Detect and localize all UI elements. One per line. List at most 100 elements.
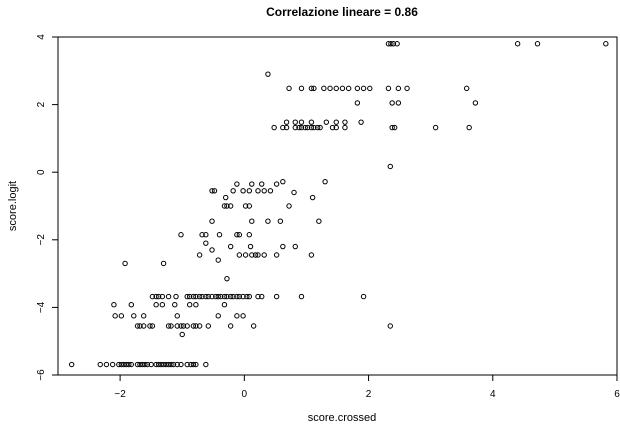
scatter-point [322, 178, 328, 185]
scatter-point [391, 124, 398, 131]
scatter-point [333, 119, 339, 125]
scatter-point [236, 293, 243, 300]
chart-title: Correlazione lineare = 0.86 [266, 5, 418, 19]
scatter-point [160, 260, 167, 267]
plot-frame [57, 36, 618, 376]
scatter-point [273, 181, 280, 187]
y-tick-label: 2 [36, 101, 47, 107]
scatter-point [218, 293, 224, 300]
scatter-point [309, 194, 316, 201]
scatter-point [286, 85, 292, 92]
scatter-point [534, 41, 541, 47]
scatter-point [184, 323, 190, 329]
scatter-point [141, 323, 147, 329]
scatter-point [158, 361, 164, 368]
scatter-point [603, 41, 609, 47]
scatter-point [367, 85, 373, 92]
scatter-point [327, 85, 333, 92]
scatter-point [261, 252, 267, 258]
scatter-point [215, 257, 221, 263]
y-axis-label: score.logit [7, 181, 19, 231]
scatter-point [122, 260, 128, 267]
scatter-point [118, 313, 125, 319]
scatter-point [466, 124, 472, 131]
scatter-point [163, 361, 169, 368]
scatter-point [394, 41, 400, 47]
y-tick-label: 4 [36, 34, 47, 40]
scatter-point [291, 189, 297, 196]
x-tick-label: 4 [490, 389, 496, 400]
scatter-point [193, 293, 199, 300]
scatter-point [213, 293, 219, 300]
scatter-point [360, 293, 367, 300]
scatter-point [395, 100, 402, 106]
scatter-point [308, 85, 315, 92]
scatter-point [234, 181, 240, 187]
scatter-point [224, 275, 230, 282]
scatter-point [321, 85, 327, 92]
x-axis-label: score.crossed [308, 412, 376, 424]
x-tick-label: 0 [242, 389, 248, 400]
scatter-point [389, 100, 395, 106]
x-tick-label: 2 [366, 389, 372, 400]
scatter-point [221, 203, 228, 209]
y-tick-label: 0 [36, 169, 47, 175]
scatter-point [165, 323, 172, 329]
scatter-point [170, 361, 177, 368]
scatter-point [216, 232, 223, 238]
scatter-point [277, 218, 284, 224]
scatter-point [168, 323, 174, 329]
scatter-point [259, 181, 265, 187]
scatter-point [180, 323, 187, 329]
scatter-point [246, 203, 253, 209]
scatter-point [199, 232, 205, 238]
scatter-point [134, 361, 141, 368]
scatter-point [153, 361, 159, 368]
scatter-point [227, 243, 234, 250]
y-axis: −6 −4 −2 0 2 4 [36, 34, 58, 381]
scatter-point [174, 361, 180, 368]
scatter-point [432, 124, 439, 131]
scatter-point [155, 293, 162, 300]
scatter-point [178, 323, 184, 329]
scatter-point [121, 361, 127, 368]
scatter-point [255, 252, 261, 258]
scatter-point [246, 293, 253, 300]
scatter-point [316, 218, 322, 224]
scatter-point [390, 41, 397, 47]
scatter-point [186, 301, 193, 308]
scatter-point [514, 41, 521, 47]
scatter-point [280, 243, 286, 250]
scatter-point [311, 85, 317, 92]
scatter-point [292, 119, 298, 125]
scatter-point [174, 323, 180, 329]
scatter-point [387, 323, 393, 329]
scatter-point [149, 323, 156, 329]
scatter-point [234, 293, 240, 300]
scatter-point [345, 85, 352, 92]
scatter-point [160, 361, 167, 368]
scatter-point [190, 293, 197, 300]
scatter-point [280, 178, 286, 185]
scatter-point [203, 293, 209, 300]
scatter-point [97, 361, 103, 368]
scatter-point [149, 293, 156, 300]
scatter-point [153, 301, 159, 308]
scatter-point [203, 232, 209, 238]
scatter-point [240, 293, 246, 300]
scatter-point [184, 293, 190, 300]
scatter-point [329, 124, 336, 131]
scatter-point [302, 124, 308, 131]
scatter-point [333, 124, 339, 131]
scatter-point [298, 293, 305, 300]
scatter-point [240, 313, 246, 319]
scatter-point [221, 293, 228, 300]
scatter-point [308, 124, 315, 131]
scatter-point [205, 293, 212, 300]
scatter-point [265, 218, 271, 224]
scatter-point [246, 188, 253, 194]
scatter-point [240, 188, 246, 194]
scatter-point [360, 85, 367, 92]
scatter-point [230, 188, 236, 194]
scatter-point [211, 188, 218, 194]
